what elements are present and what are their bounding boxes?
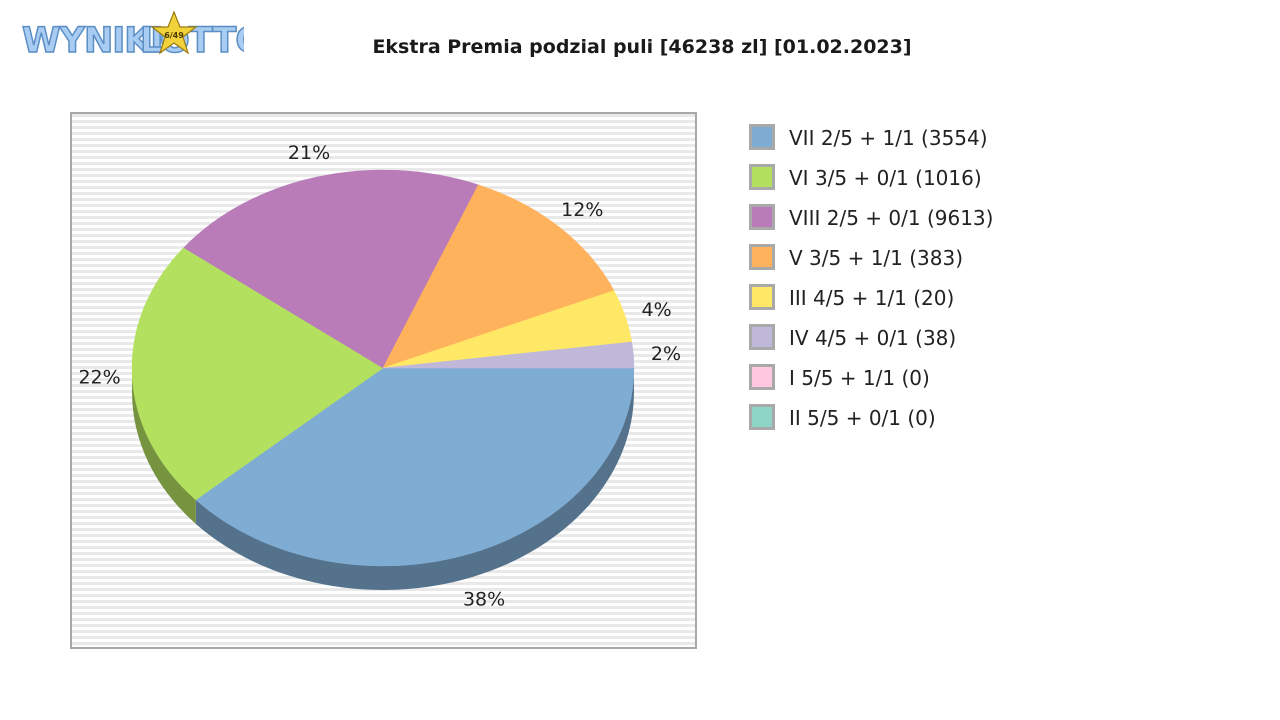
legend-label: VIII 2/5 + 0/1 (9613) — [789, 206, 994, 230]
wyniki-lotto-logo: WYNIKI LOTTO 6/49 — [21, 10, 244, 62]
legend-swatch — [749, 404, 775, 430]
pie-percent-label: 22% — [78, 366, 120, 388]
legend-label: I 5/5 + 1/1 (0) — [789, 366, 930, 390]
pie-percent-label: 4% — [641, 299, 671, 321]
legend-swatch — [749, 244, 775, 270]
pie-slice — [131, 247, 384, 501]
pie-top-layer — [131, 169, 635, 567]
pie-slice-side — [195, 368, 634, 591]
legend-swatch — [749, 204, 775, 230]
legend-swatch — [749, 284, 775, 310]
legend-label: V 3/5 + 1/1 (383) — [789, 246, 964, 270]
legend-swatch — [749, 324, 775, 350]
pie-percent-label: 21% — [288, 142, 330, 164]
pie-percent-label: 12% — [561, 199, 603, 221]
logo-text-wyniki: WYNIKI — [22, 21, 162, 61]
legend-swatch — [749, 124, 775, 150]
star-icon — [150, 10, 198, 55]
pie-labels-layer: 38% 22% 21% 12% 4% 2% — [78, 142, 681, 611]
pie-depth-layer — [132, 368, 634, 591]
pie-percent-label: 2% — [651, 343, 681, 365]
pie-slice — [183, 169, 479, 369]
pie-slice — [382, 184, 615, 369]
legend-label: III 4/5 + 1/1 (20) — [789, 286, 955, 310]
pie-percent-label: 38% — [463, 589, 505, 611]
legend-label: VI 3/5 + 0/1 (1016) — [789, 166, 982, 190]
pie-slice — [382, 341, 635, 369]
chart-title: Ekstra Premia podzial puli [46238 zl] [0… — [372, 36, 912, 58]
legend-swatch — [749, 364, 775, 390]
legend-label: II 5/5 + 0/1 (0) — [789, 406, 936, 430]
pie-slice-side — [132, 368, 196, 524]
pie-slice — [195, 367, 635, 567]
logo-badge-text: 6/49 — [164, 31, 184, 40]
legend-swatch — [749, 164, 775, 190]
legend-label: VII 2/5 + 1/1 (3554) — [789, 126, 988, 150]
legend-label: IV 4/5 + 0/1 (38) — [789, 326, 957, 350]
